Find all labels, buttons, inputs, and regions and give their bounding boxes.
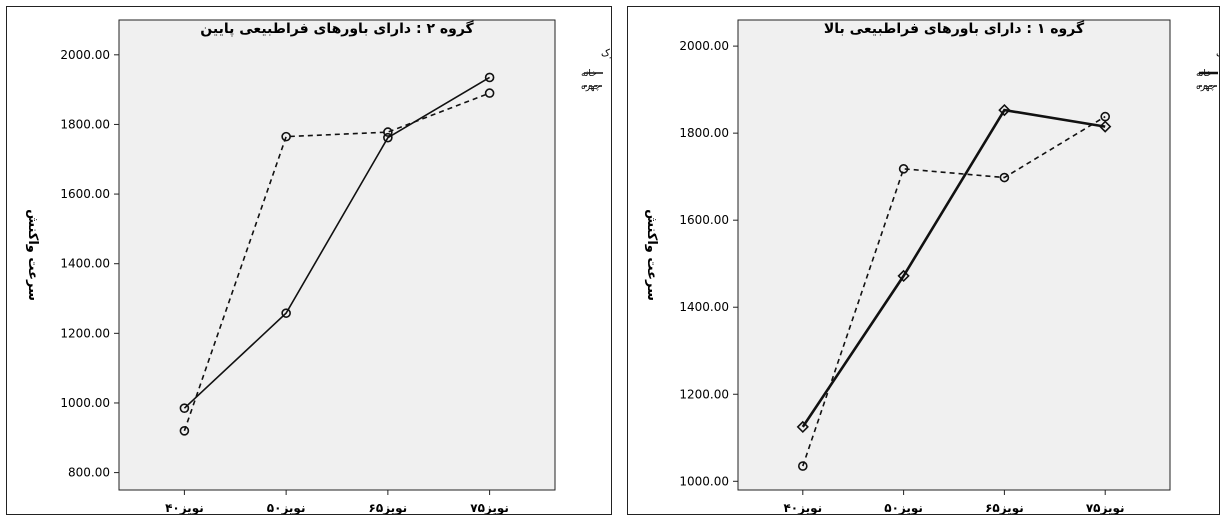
legend-label: چهره bbox=[1196, 82, 1215, 92]
data-point-circle bbox=[179, 426, 190, 436]
series-line-chehreh bbox=[802, 115, 1106, 467]
y-tick-label: 1200.00 bbox=[679, 387, 729, 401]
data-point-circle bbox=[999, 172, 1010, 183]
y-tick-label: 1000.00 bbox=[679, 474, 729, 488]
x-tick-label: نویز۴۰ bbox=[783, 501, 822, 514]
data-point-circle bbox=[281, 308, 291, 318]
chart-panel-left: گروه ۲ : دارای باورهای فراطبیعی پایین 800… bbox=[6, 6, 612, 515]
y-tick-label: 1600.00 bbox=[679, 213, 729, 227]
legend-title: محرک bbox=[601, 48, 611, 59]
x-tick-label: نویز۵۰ bbox=[884, 501, 923, 514]
x-tick-label: نویز۷۵ bbox=[470, 501, 509, 514]
chart-left-svg: گروه ۲ : دارای باورهای فراطبیعی پایین 800… bbox=[25, 19, 611, 514]
legend-title: محرک bbox=[1216, 48, 1219, 59]
y-tick-label: 1800.00 bbox=[60, 117, 110, 131]
y-tick-label: 2000.00 bbox=[679, 39, 729, 53]
data-point-circle bbox=[898, 164, 909, 174]
y-tick-label: 1800.00 bbox=[679, 126, 729, 140]
data-point-diamond bbox=[897, 269, 910, 283]
data-point-circle bbox=[484, 72, 495, 83]
chart-title: گروه ۲ : دارای باورهای فراطبیعی پایین bbox=[200, 20, 474, 37]
data-point-circle bbox=[383, 127, 393, 137]
y-tick-label: 800.00 bbox=[68, 466, 110, 480]
x-tick-label: نویز۵۰ bbox=[267, 501, 306, 514]
data-point-diamond bbox=[1099, 120, 1112, 133]
data-point-circle bbox=[383, 132, 393, 143]
series-line-khaneh bbox=[801, 108, 1106, 428]
data-point-circle bbox=[798, 461, 808, 471]
y-tick-label: 1000.00 bbox=[60, 396, 110, 410]
chart-right-svg: گروه ۱ : دارای باورهای فراطبیعی بالا 1000… bbox=[644, 19, 1219, 514]
legend-label: خانه bbox=[581, 69, 597, 79]
x-tick-label: نویز۴۰ bbox=[165, 501, 204, 514]
x-tick-label: نویز۷۵ bbox=[1086, 501, 1125, 514]
series-line-khaneh bbox=[183, 76, 491, 409]
y-tick-label: 1200.00 bbox=[60, 326, 110, 340]
data-point-diamond bbox=[998, 103, 1011, 117]
y-tick-label: 2000.00 bbox=[60, 48, 110, 62]
y-axis-label: سرعت واکنش bbox=[644, 209, 659, 301]
legend-label: چهره bbox=[581, 82, 600, 92]
series-line-chehreh bbox=[183, 92, 490, 432]
data-point-circle bbox=[1100, 111, 1111, 122]
data-point-circle bbox=[281, 131, 291, 142]
chart-panel-right: گروه ۱ : دارای باورهای فراطبیعی بالا 1000… bbox=[627, 6, 1220, 515]
plot-area bbox=[118, 19, 556, 491]
x-tick-label: نویز۶۵ bbox=[369, 501, 408, 514]
y-tick-label: 1600.00 bbox=[60, 187, 110, 201]
x-tick-label: نویز۶۵ bbox=[985, 501, 1024, 514]
plot-area bbox=[737, 19, 1171, 491]
data-point-circle bbox=[484, 88, 495, 98]
y-axis-label: سرعت واکنش bbox=[25, 209, 40, 301]
y-tick-label: 1400.00 bbox=[60, 257, 110, 271]
y-tick-label: 1400.00 bbox=[679, 300, 729, 314]
data-point-diamond bbox=[796, 420, 809, 434]
data-point-circle bbox=[179, 403, 190, 413]
chart-title: گروه ۱ : دارای باورهای فراطبیعی بالا bbox=[824, 20, 1085, 37]
